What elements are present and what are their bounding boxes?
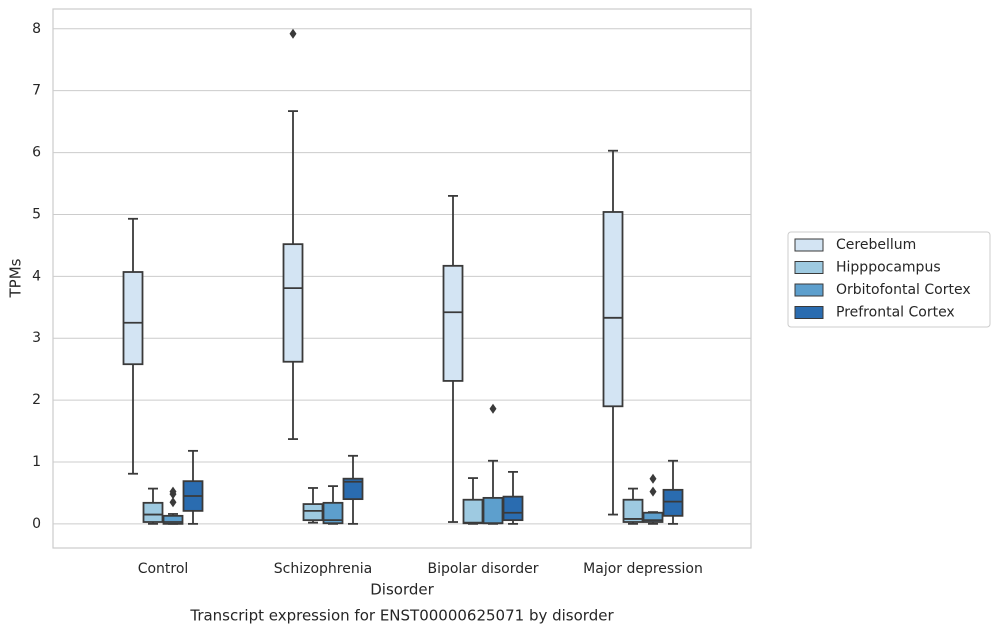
box xyxy=(162,514,184,525)
boxes xyxy=(122,28,684,525)
legend-swatch xyxy=(794,238,824,252)
box xyxy=(462,498,484,525)
legend: Cerebellum Hipppocampus Orbitofontal Corte… xyxy=(787,231,991,328)
box xyxy=(482,496,504,525)
y-tick-label: 7 xyxy=(32,83,41,99)
y-tick-label: 5 xyxy=(32,206,41,222)
y-tick-label: 3 xyxy=(32,330,41,346)
box xyxy=(442,264,464,382)
legend-label: Prefrontal Cortex xyxy=(836,305,955,321)
box xyxy=(642,511,664,523)
outlier xyxy=(289,28,297,39)
x-tick-label: Bipolar disorder xyxy=(427,561,538,577)
grid xyxy=(53,28,751,525)
x-axis-label: Disorder xyxy=(370,581,434,599)
box xyxy=(342,477,364,501)
box xyxy=(142,501,164,523)
box xyxy=(322,501,344,525)
outlier xyxy=(649,486,657,497)
box xyxy=(122,271,144,366)
y-tick-label: 6 xyxy=(32,145,41,161)
legend-swatch xyxy=(794,283,824,297)
legend-label: Hipppocampus xyxy=(836,260,941,276)
box xyxy=(662,488,684,517)
box xyxy=(602,211,624,408)
legend-swatch xyxy=(794,306,824,319)
y-tick-label: 1 xyxy=(32,454,41,470)
y-tick-label: 0 xyxy=(32,516,41,532)
x-tick-label: Control xyxy=(138,561,189,577)
box xyxy=(302,503,324,522)
outlier xyxy=(649,473,657,484)
legend-swatch xyxy=(794,261,824,274)
legend-label: Cerebellum xyxy=(836,237,916,253)
outlier xyxy=(489,403,497,414)
y-tick-label: 2 xyxy=(32,392,41,408)
y-tick-label: 4 xyxy=(32,268,41,284)
box xyxy=(622,498,644,523)
x-tick-label: Major depression xyxy=(583,561,703,577)
box xyxy=(282,243,304,363)
legend-frame xyxy=(787,231,991,328)
outlier xyxy=(169,497,177,508)
y-axis-label: TPMs xyxy=(7,258,25,298)
chart-title: Transcript expression for ENST0000062507… xyxy=(189,607,614,625)
legend-label: Orbitofontal Cortex xyxy=(836,282,971,298)
outlier xyxy=(169,486,177,497)
y-tick-label: 8 xyxy=(32,21,41,37)
plot-frame xyxy=(52,8,752,549)
box xyxy=(502,495,524,522)
x-tick-label: Schizophrenia xyxy=(274,561,372,577)
